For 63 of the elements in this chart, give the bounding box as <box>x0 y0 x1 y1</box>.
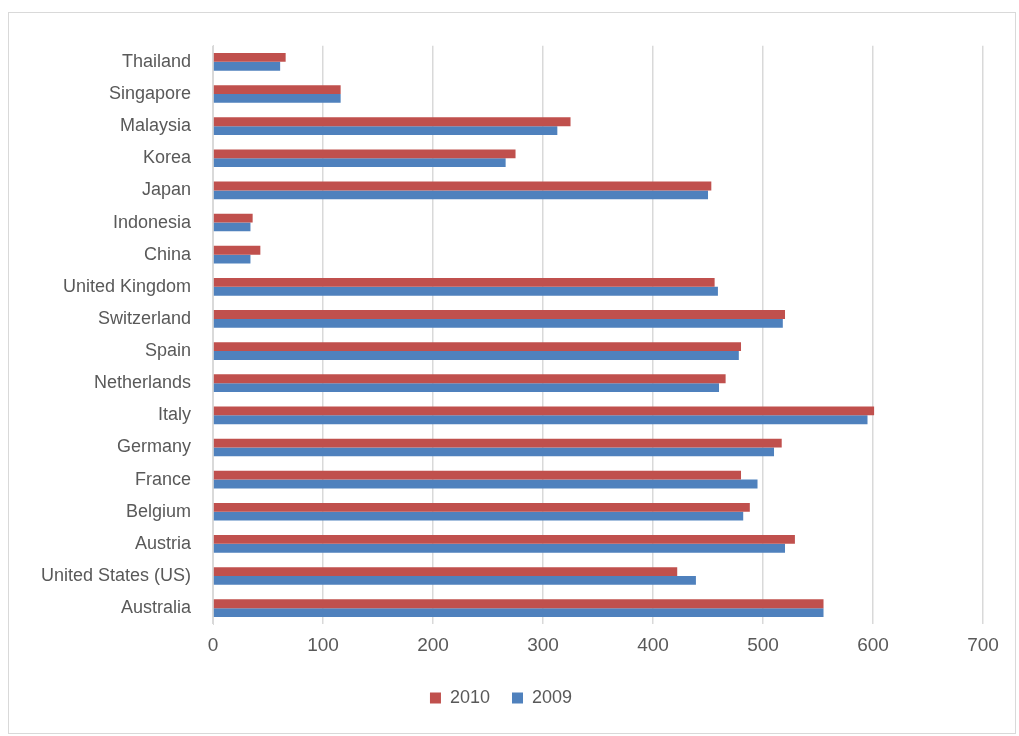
y-tick-label: Belgium <box>126 500 192 521</box>
bar <box>213 383 720 393</box>
bar <box>213 415 868 425</box>
bar <box>213 576 696 585</box>
y-tick-label: Spain <box>145 340 192 361</box>
bar <box>213 599 824 609</box>
bar <box>213 245 261 255</box>
x-tick-label: 600 <box>857 633 889 655</box>
bar <box>213 158 506 168</box>
bar <box>213 511 744 521</box>
bar <box>213 254 251 264</box>
y-tick-label: United Kingdom <box>62 275 192 296</box>
x-tick-label: 500 <box>747 633 779 655</box>
bar <box>213 543 786 553</box>
bar <box>213 181 712 191</box>
bar <box>213 85 341 94</box>
bar <box>213 502 750 512</box>
bar <box>213 190 709 200</box>
bar <box>213 374 726 384</box>
bar <box>213 53 286 62</box>
x-tick-label: 100 <box>307 633 339 655</box>
x-tick-label: 0 <box>207 633 219 655</box>
y-tick-label: Japan <box>142 179 192 200</box>
y-tick-label: China <box>144 243 193 264</box>
y-tick-label: Austria <box>135 532 193 553</box>
y-tick-label: Korea <box>143 147 193 168</box>
y-tick-label: France <box>135 468 192 489</box>
bar <box>213 94 341 103</box>
bar <box>213 342 742 352</box>
y-tick-label: United States (US) <box>40 564 192 585</box>
bar <box>213 470 742 480</box>
x-tick-label: 200 <box>417 633 449 655</box>
bar <box>213 406 875 416</box>
y-tick-label: Thailand <box>122 50 192 71</box>
bar <box>213 567 678 576</box>
y-tick-label: Germany <box>117 436 192 457</box>
y-tick-label: Indonesia <box>112 211 193 232</box>
x-tick-label: 300 <box>527 633 559 655</box>
bar <box>213 286 718 296</box>
bar <box>213 213 253 223</box>
bar <box>213 447 775 457</box>
bar <box>213 351 739 360</box>
bar <box>213 149 516 159</box>
y-tick-label: Singapore <box>108 82 192 103</box>
y-tick-label: Italy <box>158 404 192 425</box>
legend-label: 2010 <box>449 686 490 707</box>
bar <box>213 479 758 489</box>
bar <box>213 535 795 544</box>
bar <box>213 438 782 448</box>
y-tick-label: Malaysia <box>120 115 193 136</box>
y-tick-label: Australia <box>121 597 193 618</box>
x-tick-label: 700 <box>967 633 999 655</box>
bar <box>213 117 571 127</box>
legend-label: 2009 <box>532 686 573 707</box>
bar <box>213 310 786 319</box>
y-tick-label: Netherlands <box>93 372 192 393</box>
bar <box>213 608 824 617</box>
bar <box>213 277 715 287</box>
y-tick-label: Switzerland <box>98 307 192 328</box>
bar <box>213 61 281 71</box>
bar <box>213 126 558 135</box>
bar <box>213 318 783 328</box>
x-tick-label: 400 <box>637 633 669 655</box>
